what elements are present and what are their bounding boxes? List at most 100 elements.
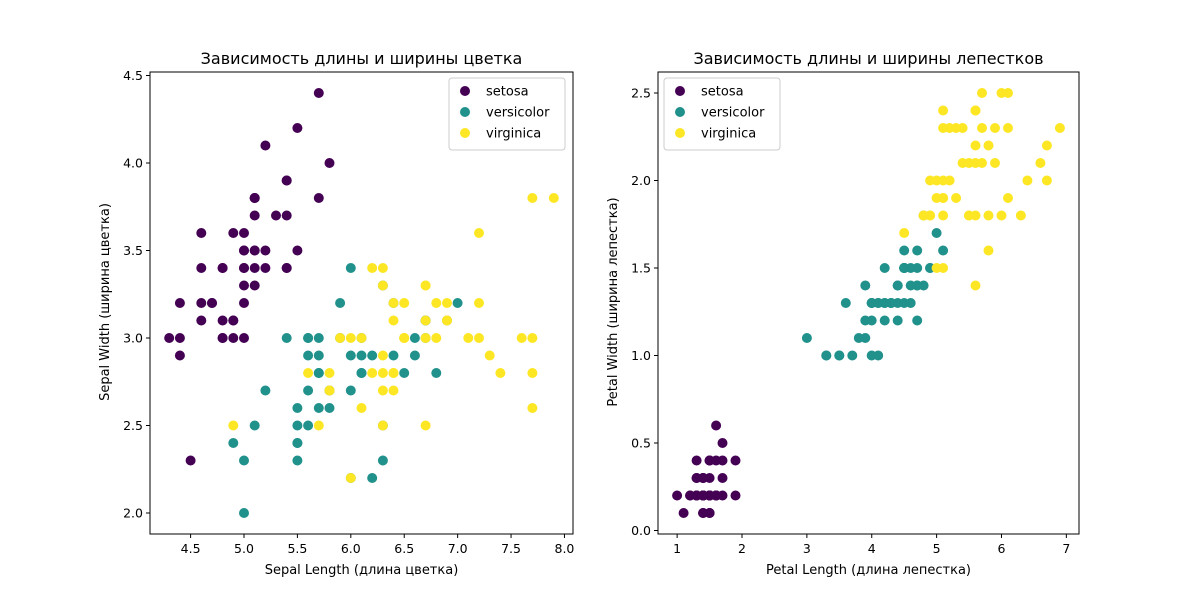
sepal-chart-point-versicolor xyxy=(324,403,335,413)
petal-chart-point-setosa xyxy=(691,455,702,466)
petal-chart-point-versicolor xyxy=(912,315,923,326)
sepal-chart-point-setosa xyxy=(196,228,207,238)
petal-chart-point-setosa xyxy=(704,455,715,466)
sepal-chart-point-setosa xyxy=(207,298,217,308)
sepal-chart-x-tick-label: 7.0 xyxy=(448,541,468,556)
sepal-chart-point-setosa xyxy=(174,298,185,308)
sepal-chart-point-versicolor xyxy=(388,350,399,361)
sepal-chart-point-versicolor xyxy=(292,420,303,431)
petal-chart-point-versicolor xyxy=(801,333,812,343)
petal-chart-point-versicolor xyxy=(905,298,916,308)
sepal-chart-point-versicolor xyxy=(313,333,324,343)
petal-chart-point-virginica xyxy=(990,123,1000,133)
sepal-chart-point-virginica xyxy=(388,298,399,308)
petal-chart-y-tick-label: 0.5 xyxy=(631,436,651,451)
sepal-chart-point-setosa xyxy=(164,333,175,343)
petal-chart-point-versicolor xyxy=(821,350,832,361)
sepal-chart-point-virginica xyxy=(420,280,431,291)
sepal-chart-point-versicolor xyxy=(303,385,314,396)
sepal-chart-x-axis-label: Sepal Length (длина цветка) xyxy=(265,563,459,578)
petal-chart-point-virginica xyxy=(957,123,968,133)
sepal-chart-point-virginica xyxy=(356,333,367,343)
sepal-chart-point-setosa xyxy=(174,333,185,343)
sepal-chart-point-setosa xyxy=(239,333,249,343)
sepal-chart-y-tick-label: 3.5 xyxy=(123,243,143,258)
sepal-chart-y-tick-label: 4.0 xyxy=(123,156,143,171)
sepal-chart-point-virginica xyxy=(516,333,527,343)
petal-chart-point-virginica xyxy=(1035,158,1046,168)
petal-chart-legend-marker-virginica xyxy=(675,128,685,138)
petal-chart-point-virginica xyxy=(983,140,994,151)
sepal-chart-point-versicolor xyxy=(377,455,388,466)
petal-chart-point-virginica xyxy=(925,175,936,186)
sepal-chart-y-tick-label: 2.0 xyxy=(123,506,143,521)
sepal-chart-point-virginica xyxy=(356,403,367,413)
petal-chart-legend-box xyxy=(663,77,781,151)
sepal-chart-point-versicolor xyxy=(303,350,314,361)
petal-chart-point-versicolor xyxy=(847,350,858,361)
sepal-chart-point-setosa xyxy=(292,123,303,133)
sepal-chart-point-virginica xyxy=(399,333,410,343)
sepal-chart-point-virginica xyxy=(313,420,324,431)
petal-chart-legend-marker-setosa xyxy=(675,86,685,96)
sepal-chart-point-versicolor xyxy=(313,368,324,378)
petal-chart-point-versicolor xyxy=(931,228,942,238)
sepal-chart-legend-box xyxy=(448,77,566,151)
sepal-chart-point-virginica xyxy=(367,263,378,273)
petal-chart-point-versicolor xyxy=(912,263,923,273)
sepal-chart-point-versicolor xyxy=(249,420,260,431)
sepal-chart-y-tick-label: 4.5 xyxy=(123,68,143,83)
sepal-chart-point-virginica xyxy=(527,403,538,413)
sepal-chart-point-virginica xyxy=(527,368,538,378)
sepal-chart-point-virginica xyxy=(527,333,538,343)
sepal-chart-x-tick-label: 8.0 xyxy=(555,541,575,556)
petal-chart-point-setosa xyxy=(730,490,741,501)
sepal-chart-point-virginica xyxy=(377,263,388,273)
sepal-chart-legend: setosa versicolor virginica xyxy=(448,77,566,151)
sepal-chart-point-versicolor xyxy=(356,368,367,378)
petal-chart-point-virginica xyxy=(918,210,929,221)
sepal-chart-point-virginica xyxy=(335,333,346,343)
sepal-chart-point-setosa xyxy=(281,175,292,186)
petal-chart-point-setosa xyxy=(717,438,728,448)
petal-chart-point-versicolor xyxy=(892,315,903,326)
petal-chart-point-virginica xyxy=(899,228,910,238)
sepal-chart-point-setosa xyxy=(196,298,207,308)
petal-chart-point-virginica xyxy=(970,140,981,151)
petal-chart-point-virginica xyxy=(938,210,949,221)
sepal-chart-point-virginica xyxy=(474,298,484,308)
sepal-chart-point-setosa xyxy=(249,210,260,221)
petal-chart-legend-label-virginica: virginica xyxy=(701,127,756,142)
sepal-chart-point-virginica xyxy=(367,368,378,378)
sepal-chart-point-virginica xyxy=(345,473,356,483)
sepal-chart-point-setosa xyxy=(217,315,228,326)
sepal-chart-point-virginica xyxy=(431,333,442,343)
sepal-chart-point-setosa xyxy=(239,263,249,273)
sepal-chart-point-versicolor xyxy=(281,333,292,343)
sepal-chart-point-setosa xyxy=(292,245,303,256)
sepal-chart-point-versicolor xyxy=(303,420,314,431)
sepal-chart-point-setosa xyxy=(239,228,249,238)
sepal-chart-point-virginica xyxy=(548,193,559,203)
petal-chart: Зависимость длины и ширины лепестков Pet… xyxy=(606,49,1080,578)
sepal-chart-point-virginica xyxy=(474,333,484,343)
petal-chart-y-tick-label: 2.0 xyxy=(631,173,651,188)
sepal-chart-x-tick-label: 5.5 xyxy=(287,541,307,556)
petal-chart-legend-marker-versicolor xyxy=(675,107,685,117)
sepal-chart-point-versicolor xyxy=(367,350,378,361)
sepal-chart-point-virginica xyxy=(388,315,399,326)
sepal-chart-point-setosa xyxy=(313,88,324,98)
sepal-chart-point-setosa xyxy=(196,315,207,326)
sepal-chart-point-virginica xyxy=(420,315,431,326)
sepal-chart-point-setosa xyxy=(196,263,207,273)
sepal-chart-point-virginica xyxy=(377,368,388,378)
petal-chart-point-setosa xyxy=(730,455,741,466)
sepal-chart-point-setosa xyxy=(260,245,271,256)
petal-chart-point-versicolor xyxy=(879,263,890,273)
sepal-chart-x-tick-label: 5.0 xyxy=(234,541,254,556)
sepal-chart-point-versicolor xyxy=(313,350,324,361)
petal-chart-point-virginica xyxy=(983,245,994,256)
petal-chart-title: Зависимость длины и ширины лепестков xyxy=(693,49,1043,68)
petal-chart-legend: setosa versicolor virginica xyxy=(663,77,781,151)
petal-chart-point-virginica xyxy=(1022,175,1033,186)
